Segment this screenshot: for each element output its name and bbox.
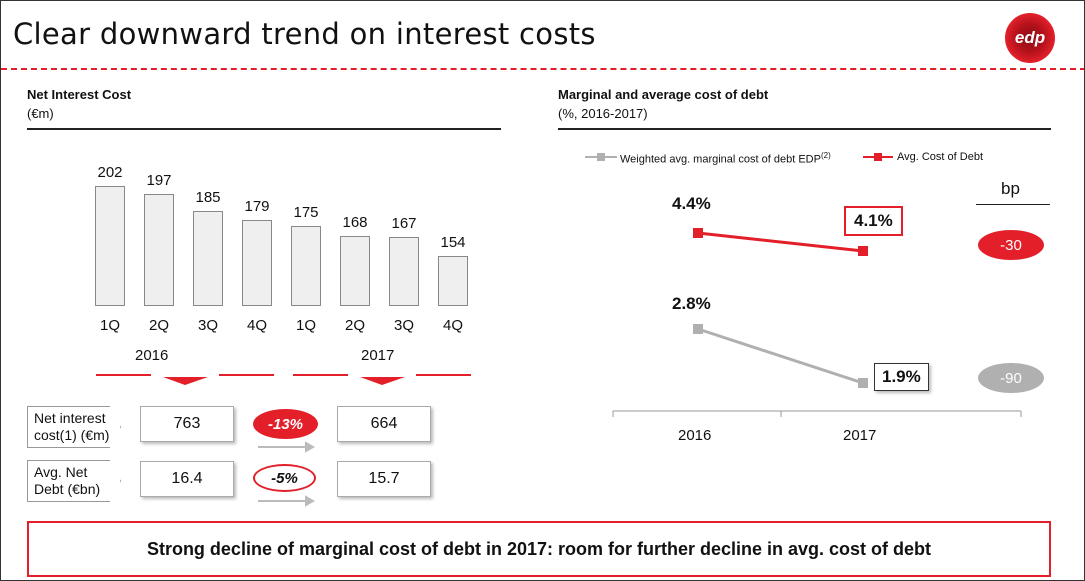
- bar-value-label: 197: [146, 171, 172, 189]
- left-heading: Net Interest Cost: [27, 87, 132, 102]
- label-marginal-2016: 2.8%: [672, 294, 711, 313]
- bar: [291, 225, 321, 306]
- bar: [95, 186, 125, 306]
- bar-value-label: 179: [244, 197, 270, 215]
- x-tick-label: 3Q: [393, 317, 414, 334]
- value-2016: 763: [140, 406, 234, 442]
- legend-avg: Avg. Cost of Debt: [897, 151, 984, 163]
- x-tick-2017: 2017: [843, 427, 877, 444]
- label-avg-2016: 4.4%: [672, 194, 711, 213]
- series-line: [697, 327, 864, 385]
- row-label-net-interest: Net interest cost(1) (€m): [27, 406, 121, 448]
- bar-value-label: 185: [195, 189, 221, 207]
- page-title: Clear downward trend on interest costs: [13, 17, 596, 51]
- series-line: [697, 231, 864, 253]
- x-tick-label: 1Q: [99, 317, 120, 334]
- label-avg-2017: 4.1%: [844, 206, 903, 236]
- legend-marginal: Weighted avg. marginal cost of debt EDP(…: [620, 151, 831, 166]
- group-label-2017: 2017: [361, 347, 395, 364]
- x-tick-label: 1Q: [295, 317, 316, 334]
- x-tick-label: 2Q: [148, 317, 169, 334]
- bar: [242, 219, 272, 306]
- bar-value-label: 202: [97, 164, 123, 182]
- bar: [438, 256, 468, 306]
- rule: [27, 128, 501, 130]
- x-tick-2016: 2016: [678, 427, 712, 444]
- x-tick-label: 2Q: [344, 317, 365, 334]
- label-marginal-2017: 1.9%: [874, 363, 929, 391]
- change-badge: -13%: [253, 409, 318, 439]
- bar: [340, 235, 370, 306]
- group-label-2016: 2016: [135, 347, 169, 364]
- bar: [193, 211, 223, 306]
- change-badge: -5%: [253, 464, 316, 492]
- row-label-net-debt: Avg. Net Debt (€bn): [27, 460, 121, 502]
- right-unit: (%, 2016-2017): [558, 106, 648, 121]
- rule: [976, 204, 1050, 205]
- data-point: [858, 378, 868, 388]
- x-tick-label: 3Q: [197, 317, 218, 334]
- bp-avg-badge: -30: [978, 230, 1044, 260]
- bar: [389, 237, 419, 306]
- data-point: [693, 228, 703, 238]
- bar-value-label: 167: [391, 215, 417, 233]
- value-2017: 15.7: [337, 461, 431, 497]
- bar-value-label: 168: [342, 213, 368, 231]
- data-point: [858, 246, 868, 256]
- left-unit: (€m): [27, 106, 54, 121]
- key-message: Strong decline of marginal cost of debt …: [27, 521, 1051, 577]
- rule: [558, 128, 1051, 130]
- x-tick-label: 4Q: [246, 317, 267, 334]
- divider: [1, 68, 1084, 70]
- arrow-icons: [258, 441, 316, 507]
- x-tick-label: 4Q: [442, 317, 463, 334]
- bar-value-label: 175: [293, 203, 319, 221]
- right-heading: Marginal and average cost of debt: [558, 87, 769, 102]
- bp-marginal-badge: -90: [978, 363, 1044, 393]
- legend: [585, 153, 893, 161]
- year-markers: [96, 374, 471, 385]
- bar: [144, 193, 174, 306]
- edp-logo: edp: [1005, 13, 1055, 63]
- value-2016: 16.4: [140, 461, 234, 497]
- bar-value-label: 154: [440, 234, 466, 252]
- value-2017: 664: [337, 406, 431, 442]
- data-point: [693, 324, 703, 334]
- bp-header: bp: [1001, 179, 1020, 198]
